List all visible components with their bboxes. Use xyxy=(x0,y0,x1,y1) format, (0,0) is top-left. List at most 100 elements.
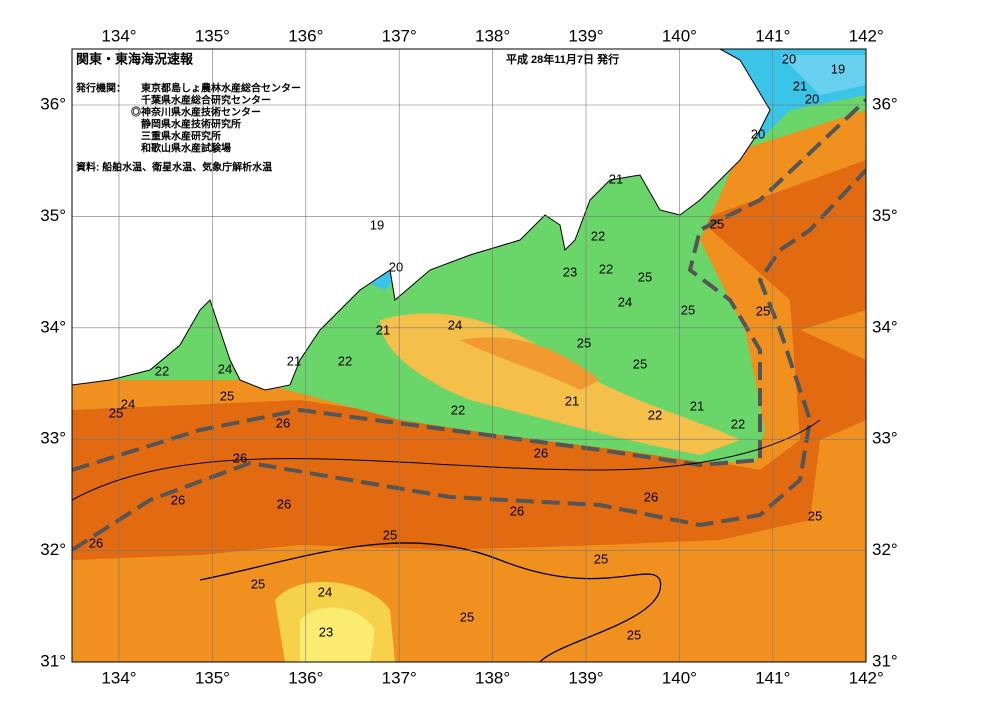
contour-label: 21 xyxy=(690,398,704,413)
contour-label: 25 xyxy=(710,216,724,231)
issuer: 三重県水産研究所 xyxy=(141,130,221,143)
contour-label: 19 xyxy=(370,217,384,232)
lat-label-left: 36° xyxy=(40,94,66,113)
contour-label: 22 xyxy=(648,407,662,422)
contour-label: 26 xyxy=(510,503,524,518)
lon-label-top: 136° xyxy=(288,26,323,45)
contour-label: 26 xyxy=(89,535,103,550)
lat-label-right: 34° xyxy=(872,317,898,336)
contour-label: 21 xyxy=(609,171,623,186)
issuer: 東京都島しょ農林水産総合センター xyxy=(141,82,301,95)
contour-label: 22 xyxy=(599,261,613,276)
map-frame xyxy=(71,48,867,663)
contour-label: 25 xyxy=(251,576,265,591)
lon-label-bottom: 137° xyxy=(382,668,417,687)
issuer: 千葉県水産総合研究センター xyxy=(141,94,271,107)
isotherm xyxy=(72,419,821,501)
lat-label-left: 34° xyxy=(40,317,66,336)
contour-label: 20 xyxy=(389,259,403,274)
contour-label: 20 xyxy=(782,51,796,66)
contour-label: 22 xyxy=(451,402,465,417)
title: 関東・東海海況速報 xyxy=(76,51,194,66)
lat-label-right: 33° xyxy=(872,429,898,448)
contour-label: 26 xyxy=(277,496,291,511)
contour-label: 21 xyxy=(287,353,301,368)
contour-label: 24 xyxy=(218,361,232,376)
issuer: 静岡県水産技術研究所 xyxy=(141,118,241,131)
contour-label: 25 xyxy=(594,551,608,566)
contour-label: 21 xyxy=(565,393,579,408)
lon-label-top: 135° xyxy=(195,26,230,45)
contour-label: 24 xyxy=(448,317,462,332)
lon-label-top: 140° xyxy=(662,26,697,45)
contour-label: 25 xyxy=(460,609,474,624)
issuer-label: 発行機関： xyxy=(75,82,126,95)
axis-ticks: 134° 134° 135° 135° 136° 136° 137° 137° 138° 138°… xyxy=(40,26,897,687)
contour-label: 26 xyxy=(276,415,290,430)
contour-label: 25 xyxy=(627,627,641,642)
lon-label-bottom: 134° xyxy=(101,668,136,687)
lon-label-bottom: 141° xyxy=(755,668,790,687)
lon-label-bottom: 142° xyxy=(849,668,884,687)
lon-label-top: 141° xyxy=(755,26,790,45)
contour-label: 23 xyxy=(319,624,333,639)
lon-label-bottom: 139° xyxy=(568,668,603,687)
contour-label: 19 xyxy=(831,61,845,76)
lon-label-top: 137° xyxy=(382,26,417,45)
contour-label: 25 xyxy=(633,356,647,371)
contour-label: 21 xyxy=(793,78,807,93)
lat-label-left: 33° xyxy=(40,429,66,448)
contour-label: 25 xyxy=(681,302,695,317)
contour-label: 23 xyxy=(563,264,577,279)
contour-label: 25 xyxy=(109,405,123,420)
cool-patch xyxy=(300,607,375,662)
lon-label-bottom: 140° xyxy=(662,668,697,687)
issuers: 東京都島しょ農林水産総合センター千葉県水産総合研究センター◎神奈川県水産技術セン… xyxy=(131,82,301,155)
lat-label-right: 36° xyxy=(872,94,898,113)
cold-water xyxy=(780,55,866,95)
lon-label-bottom: 135° xyxy=(195,668,230,687)
contour-label: 22 xyxy=(338,353,352,368)
contour-label: 20 xyxy=(805,91,819,106)
contour-label: 22 xyxy=(155,363,169,378)
issuer: 和歌山県水産試験場 xyxy=(140,142,231,155)
lon-label-top: 138° xyxy=(475,26,510,45)
contour-label: 26 xyxy=(534,445,548,460)
lat-label-right: 32° xyxy=(872,540,898,559)
contour-label: 25 xyxy=(220,388,234,403)
contour-label: 20 xyxy=(751,126,765,141)
isotherm xyxy=(199,542,662,662)
contour-label: 26 xyxy=(644,489,658,504)
graticule xyxy=(72,49,866,662)
lon-label-top: 134° xyxy=(101,26,136,45)
kuroshio-axis xyxy=(72,98,866,472)
lon-label-top: 139° xyxy=(568,26,603,45)
issuer: ◎神奈川県水産技術センター xyxy=(131,106,261,119)
lat-label-right: 35° xyxy=(872,206,898,225)
contour-label: 26 xyxy=(233,450,247,465)
contour-label: 25 xyxy=(577,335,591,350)
land xyxy=(72,49,771,391)
contour-label: 21 xyxy=(376,322,390,337)
lon-label-top: 142° xyxy=(849,26,884,45)
contour-label: 26 xyxy=(171,492,185,507)
lat-label-left: 32° xyxy=(40,540,66,559)
warm-intrusion xyxy=(380,313,740,455)
lon-label-bottom: 138° xyxy=(475,668,510,687)
contour-label: 24 xyxy=(618,294,632,309)
lat-label-left: 31° xyxy=(40,651,66,670)
source: 資料: 船舶水温、衛星水温、気象庁解析水温 xyxy=(76,161,272,174)
contour-label: 24 xyxy=(318,584,332,599)
issue-date: 平成 28年11月7日 発行 xyxy=(506,52,619,66)
lon-label-bottom: 136° xyxy=(288,668,323,687)
contour-label: 25 xyxy=(756,303,770,318)
lat-label-right: 31° xyxy=(872,651,898,670)
contour-label: 25 xyxy=(638,269,652,284)
warm-intrusion xyxy=(460,337,600,390)
lat-label-left: 35° xyxy=(40,206,66,225)
kuroshio-axis-forecast xyxy=(72,168,866,552)
contour-label: 24 xyxy=(121,396,135,411)
